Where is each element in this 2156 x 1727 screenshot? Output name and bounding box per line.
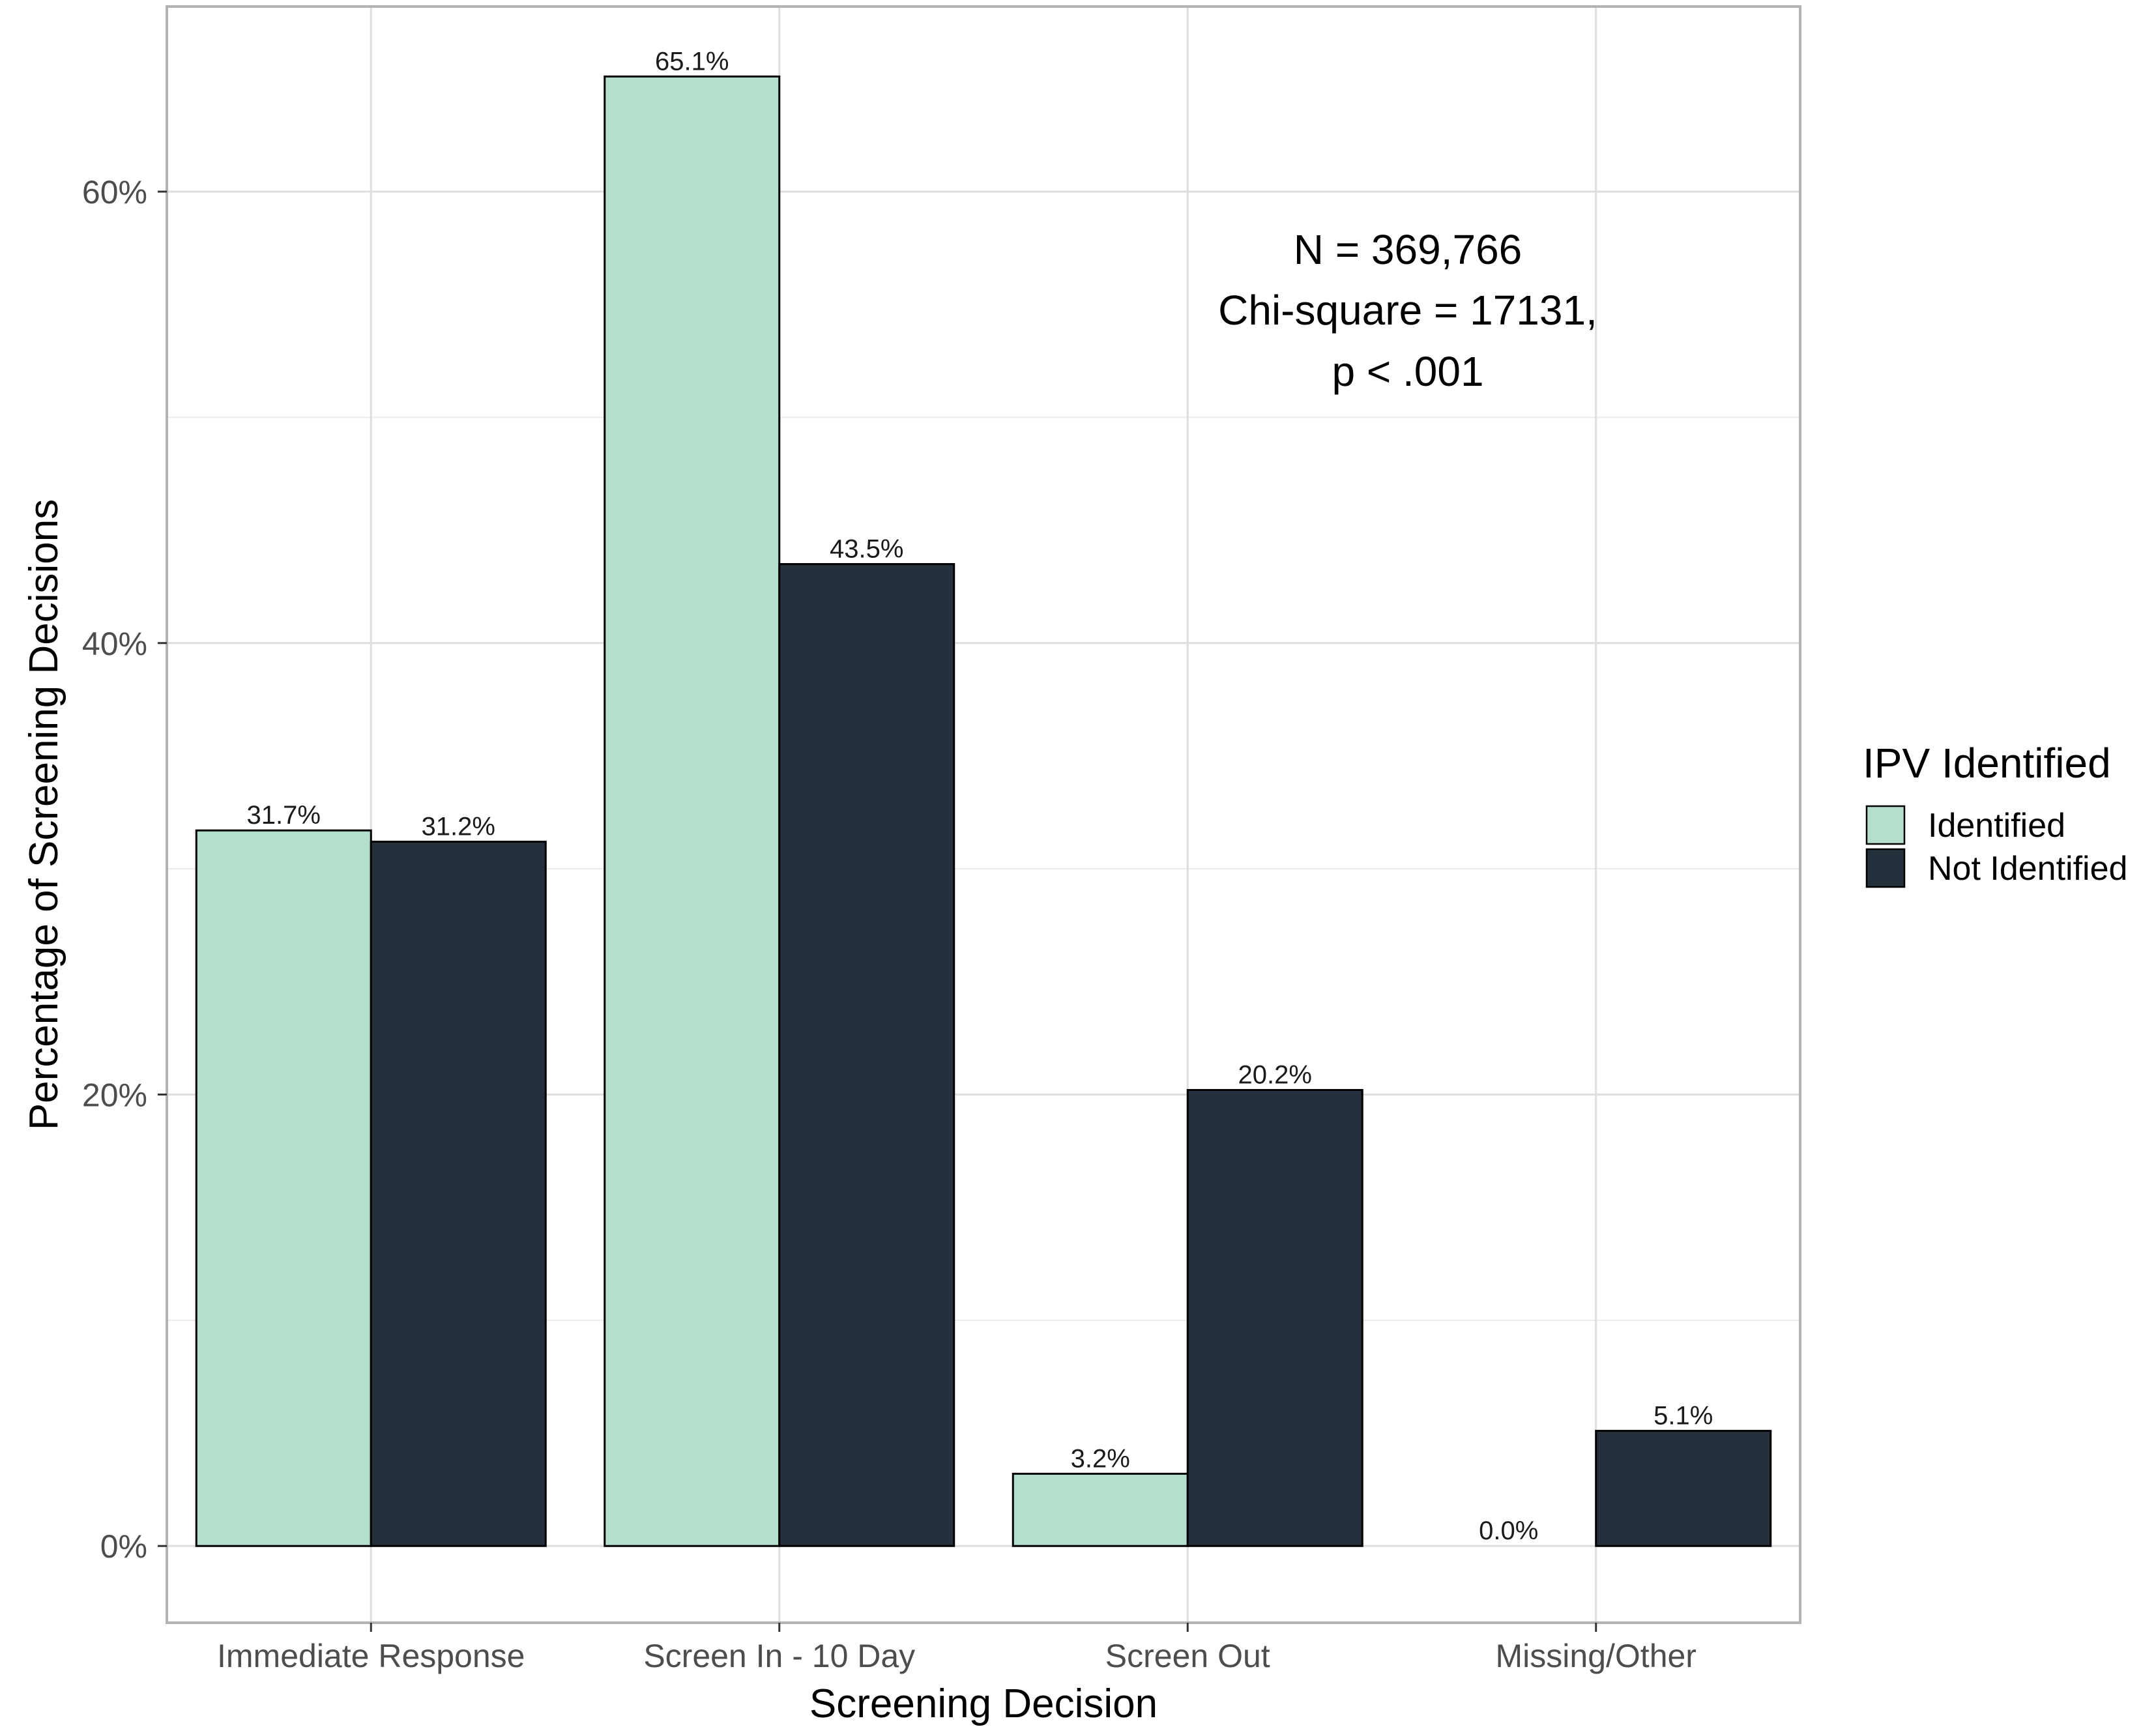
- bar-not-identified-screen-in-10-day: [778, 563, 955, 1547]
- bar-identified-screen-in-10-day: [604, 75, 781, 1547]
- annotation-p-value: p < .001: [1332, 348, 1483, 395]
- x-tick-label-immediate-response: Immediate Response: [217, 1638, 525, 1674]
- x-axis-title: Screening Decision: [809, 1681, 1158, 1726]
- bars: [195, 75, 1772, 1547]
- bar-label-not-identified-missing-other: 5.1%: [1653, 1402, 1713, 1430]
- bar-label-identified-missing-other: 0.0%: [1479, 1517, 1538, 1545]
- bar-label-identified-screen-out: 3.2%: [1071, 1444, 1130, 1473]
- x-axis: Immediate Response Screen In - 10 Day Scre…: [217, 1623, 1697, 1674]
- annotation-sample-size: N = 369,766: [1294, 226, 1522, 273]
- stats-annotation: N = 369,766 Chi-square = 17131, p < .001: [1218, 226, 1597, 395]
- bar-identified-immediate-response: [195, 829, 372, 1547]
- bar-label-not-identified-screen-in-10-day: 43.5%: [830, 535, 903, 564]
- bar-label-not-identified-screen-out: 20.2%: [1238, 1061, 1312, 1090]
- plot-panel-border: [166, 5, 1801, 1624]
- y-tick-label: 0%: [100, 1528, 147, 1565]
- bar-not-identified-immediate-response: [370, 841, 547, 1547]
- legend-label-identified: Identified: [1928, 807, 2065, 845]
- bar-not-identified-screen-out: [1186, 1089, 1363, 1547]
- legend: IPV Identified Identified Not Identified: [1863, 740, 2127, 888]
- x-tick-label-missing-other: Missing/Other: [1496, 1638, 1697, 1674]
- bar-labels: 31.7% 31.2% 65.1% 43.5% 3.2% 20.2% 0.0% 5.1%: [247, 47, 1713, 1545]
- bar-identified-screen-out: [1012, 1472, 1189, 1547]
- legend-key-not-identified: [1865, 848, 1906, 888]
- bar-label-identified-screen-in-10-day: 65.1%: [655, 47, 729, 76]
- x-tick-label-screen-out: Screen Out: [1105, 1638, 1270, 1674]
- legend-label-not-identified: Not Identified: [1928, 850, 2127, 888]
- bar-label-identified-immediate-response: 31.7%: [247, 801, 321, 830]
- y-tick-label: 60%: [82, 174, 147, 210]
- legend-title: IPV Identified: [1863, 740, 2111, 787]
- y-axis-title: Percentage of Screening Decisions: [22, 499, 66, 1130]
- annotation-chi-square: Chi-square = 17131,: [1218, 287, 1597, 334]
- y-tick-label: 20%: [82, 1077, 147, 1113]
- x-tick-label-screen-in-10-day: Screen In - 10 Day: [643, 1638, 915, 1674]
- bar-not-identified-missing-other: [1595, 1430, 1772, 1547]
- bar-label-not-identified-immediate-response: 31.2%: [422, 813, 495, 841]
- y-tick-label: 40%: [82, 626, 147, 662]
- legend-key-identified: [1865, 805, 1906, 845]
- y-axis: 0% 20% 40% 60%: [82, 174, 167, 1565]
